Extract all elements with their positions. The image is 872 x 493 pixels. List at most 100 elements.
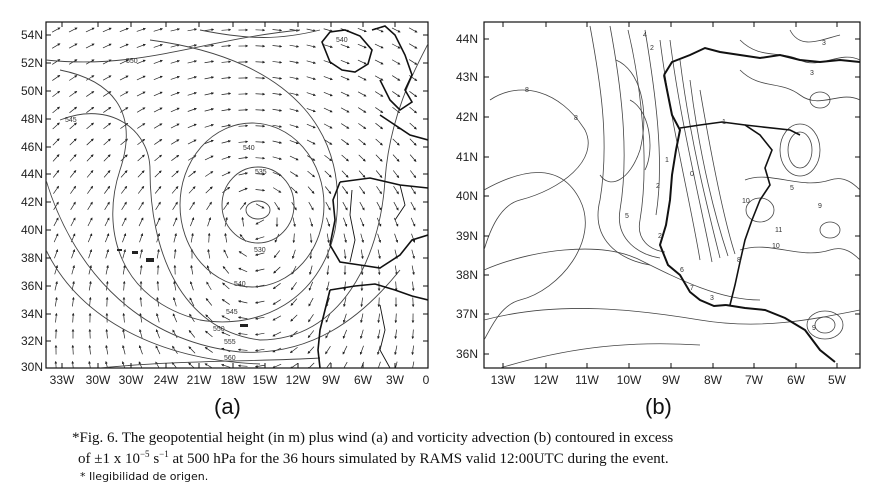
wind-arrow	[343, 249, 347, 260]
wind-arrow	[307, 362, 315, 368]
wind-arrow	[340, 91, 350, 97]
wind-arrow	[155, 329, 160, 339]
wind-arrow	[121, 185, 128, 194]
wind-arrow	[122, 280, 126, 291]
wind-arrow	[137, 154, 145, 162]
wind-arrow	[170, 28, 181, 32]
wind-arrow	[68, 27, 78, 33]
wind-arrow	[255, 156, 266, 160]
wind-arrow	[172, 313, 178, 323]
wind-arrow	[105, 360, 108, 368]
wind-arrow	[274, 202, 280, 211]
wind-arrow	[187, 91, 197, 96]
wind-arrow	[221, 299, 230, 305]
contour-label: 8	[574, 115, 578, 122]
wind-arrow	[237, 348, 248, 352]
wind-arrow	[360, 313, 364, 324]
panel-a-label: (a)	[214, 394, 241, 419]
wind-arrow	[392, 75, 401, 81]
wind-arrow	[204, 330, 213, 338]
wind-arrow	[137, 123, 146, 129]
wind-arrow	[86, 138, 94, 146]
wind-arrow	[155, 312, 160, 323]
wind-arrow	[392, 91, 401, 97]
wind-arrow	[408, 27, 418, 33]
wind-arrow	[289, 124, 299, 129]
wind-arrow	[187, 155, 197, 161]
contour-label: 5	[790, 185, 794, 192]
wind-arrow	[254, 252, 265, 256]
wind-arrow	[87, 185, 94, 194]
contour-label: 530	[254, 247, 266, 254]
wind-arrow	[205, 314, 213, 322]
wind-arrow	[69, 106, 78, 114]
wind-arrow	[323, 107, 333, 113]
x-tick-label: 9W	[322, 373, 341, 387]
wind-arrow	[85, 43, 95, 49]
wind-arrow	[85, 75, 95, 81]
wind-arrow	[325, 346, 331, 355]
wind-arrow	[223, 201, 229, 210]
wind-arrow	[54, 265, 59, 275]
wind-arrow	[393, 201, 399, 211]
wind-arrow	[255, 236, 265, 241]
contour-label: 3	[710, 295, 714, 302]
wind-arrow	[51, 27, 61, 33]
wind-arrow	[54, 312, 58, 323]
contour-label: 1	[722, 119, 726, 126]
wind-arrow	[204, 363, 214, 368]
wind-arrow	[105, 344, 109, 355]
wind-arrow	[204, 108, 215, 112]
wind-arrow	[121, 217, 127, 227]
contour-label: 0	[690, 171, 694, 178]
wind-arrow	[170, 44, 181, 48]
wind-arrow	[307, 330, 315, 339]
wind-arrow	[272, 140, 283, 144]
wind-arrow	[205, 297, 213, 306]
wind-arrow	[153, 107, 163, 113]
wind-arrow	[221, 331, 231, 337]
y-tick-label: 38N	[21, 251, 43, 265]
wind-arrow	[156, 248, 160, 259]
wind-arrow	[377, 329, 381, 340]
wind-arrow	[207, 248, 211, 259]
wind-arrow	[136, 59, 146, 65]
wind-arrow	[221, 28, 232, 32]
wind-arrow	[86, 122, 94, 130]
wind-arrow	[274, 233, 280, 243]
borders	[349, 184, 406, 368]
wind-arrow	[409, 138, 417, 146]
wind-arrow	[325, 329, 331, 339]
caption-line-2: of ±1 x 10−5 s−1 at 500 hPa for the 36 h…	[72, 449, 862, 470]
wind-arrow	[173, 280, 177, 291]
wind-arrow	[241, 216, 245, 227]
wind-arrow	[308, 314, 314, 323]
wind-arrow	[273, 266, 281, 274]
iberia-coastline	[658, 46, 860, 363]
x-tick-label: 6W	[787, 373, 806, 387]
wind-arrow	[409, 91, 418, 98]
panel-a-map: 550 545 540 535 540 530 540 545 550 555 …	[21, 21, 430, 387]
wind-arrow	[343, 233, 347, 244]
wind-arrow	[394, 281, 398, 292]
wind-arrow	[289, 108, 300, 112]
wind-arrow	[224, 232, 228, 243]
wind-arrow	[204, 44, 215, 48]
x-tick-label: 11W	[575, 373, 599, 387]
wind-arrow	[69, 169, 77, 178]
wind-arrow	[325, 313, 331, 323]
wind-arrow	[188, 362, 195, 368]
wind-arrow	[69, 138, 77, 146]
wind-arrow	[53, 201, 59, 211]
wind-arrow	[221, 92, 232, 96]
wind-arrow	[103, 138, 111, 146]
y-tick-label: 32N	[21, 334, 43, 348]
wind-arrow	[342, 345, 348, 355]
wind-arrow	[411, 265, 415, 276]
wind-arrow	[172, 297, 177, 307]
wind-arrow	[139, 328, 143, 339]
caption-text: s	[149, 451, 160, 467]
wind-arrow	[340, 75, 350, 81]
wind-arrow	[221, 108, 232, 112]
wind-arrow	[52, 59, 61, 65]
